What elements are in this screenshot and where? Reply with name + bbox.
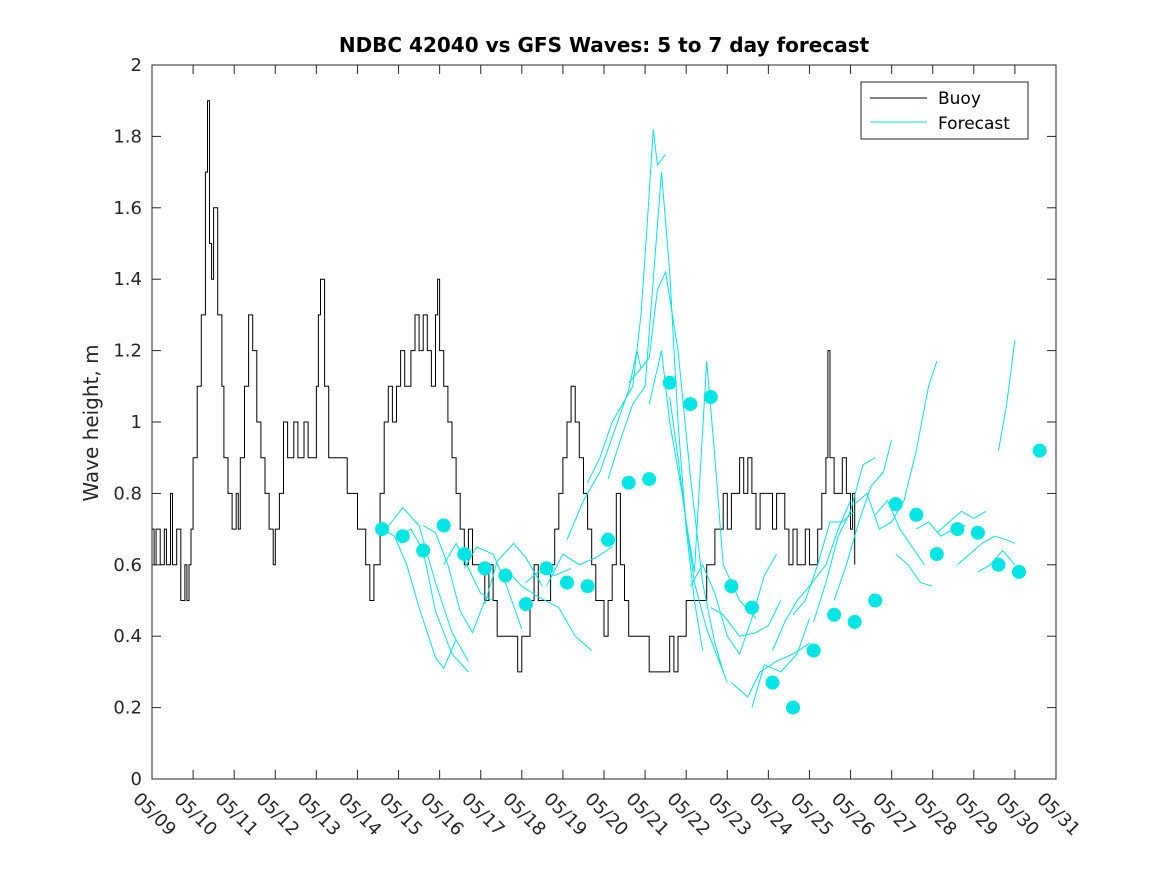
chart-title: NDBC 42040 vs GFS Waves: 5 to 7 day fore…	[339, 33, 870, 57]
forecast-run-line-11	[587, 129, 666, 483]
forecast-marker-20	[786, 700, 800, 715]
forecast-run-line-26	[895, 553, 933, 587]
forecast-marker-31	[1012, 564, 1026, 579]
forecast-marker-6	[498, 568, 513, 583]
y-tick-label-6: 1.2	[113, 341, 142, 362]
forecast-run-line-21	[792, 510, 856, 616]
y-tick-label-3: 0.6	[113, 555, 142, 576]
forecast-marker-2	[416, 543, 431, 558]
forecast-marker-16	[703, 390, 718, 404]
forecast-marker-29	[970, 525, 985, 540]
plot-area	[152, 100, 1047, 715]
forecast-run-line-2	[398, 528, 469, 673]
forecast-run-line-30	[977, 549, 1016, 573]
forecast-marker-17	[724, 579, 739, 594]
legend-label-forecast: Forecast	[938, 114, 1010, 134]
forecast-run-line-24	[854, 361, 938, 530]
forecast-run-line-22	[813, 457, 876, 623]
forecast-marker-27	[929, 547, 944, 562]
y-tick-label-7: 1.4	[113, 269, 142, 290]
y-tick-label-2: 0.4	[113, 626, 142, 647]
forecast-marker-18	[744, 600, 759, 615]
forecast-run-line-20	[772, 500, 851, 651]
forecast-run-line-16	[689, 553, 778, 656]
forecast-run-line-13	[628, 270, 724, 673]
forecast-run-line-9	[546, 546, 613, 587]
y-axis-label: Wave height, m	[79, 344, 103, 501]
forecast-marker-28	[950, 522, 965, 537]
forecast-marker-25	[888, 497, 903, 512]
forecast-marker-9	[560, 575, 574, 590]
y-tick-label-10: 2	[131, 55, 142, 76]
forecast-marker-1	[395, 529, 410, 544]
y-tick-label-5: 1	[131, 412, 142, 433]
forecast-marker-7	[518, 597, 533, 612]
forecast-marker-21	[806, 643, 821, 658]
forecast-run-line-14	[648, 350, 728, 683]
forecast-run-line-12	[607, 172, 704, 651]
forecast-run-line-29	[957, 535, 1016, 566]
forecast-marker-4	[457, 547, 472, 562]
y-tick-label-4: 0.8	[113, 483, 142, 504]
legend: Buoy Forecast	[860, 81, 1029, 140]
forecast-marker-32	[1032, 443, 1047, 458]
forecast-marker-11	[601, 532, 616, 547]
forecast-run-line-17	[710, 600, 782, 637]
legend-box	[860, 81, 1029, 140]
forecast-marker-15	[683, 397, 698, 412]
forecast-marker-8	[539, 561, 554, 576]
forecast-marker-30	[991, 557, 1006, 572]
forecast-marker-3	[436, 518, 451, 533]
y-tick-label-0: 0	[131, 769, 142, 790]
forecast-run-line-19	[751, 618, 810, 708]
forecast-marker-26	[909, 507, 924, 522]
forecast-run-line-28	[936, 510, 987, 534]
forecast-marker-22	[827, 607, 842, 622]
forecast-run-line-31	[998, 339, 1016, 451]
forecast-marker-19	[765, 675, 780, 690]
forecast-run-line-23	[833, 439, 893, 601]
forecast-marker-12	[621, 475, 636, 490]
forecast-run-line-0	[381, 528, 457, 670]
forecast-marker-13	[642, 472, 657, 487]
y-tick-label-1: 0.2	[113, 698, 142, 719]
forecast-run-line-7	[505, 568, 593, 651]
forecast-run-line-3	[422, 525, 486, 634]
forecast-marker-24	[868, 593, 883, 608]
forecast-marker-0	[375, 522, 390, 537]
forecast-marker-14	[662, 375, 677, 390]
forecast-marker-10	[580, 579, 595, 594]
buoy-series-line	[152, 100, 856, 673]
y-tick-label-9: 1.8	[113, 126, 142, 147]
forecast-run-line-6	[484, 542, 543, 605]
forecast-run-line-4	[443, 542, 494, 601]
forecast-run-line-25	[874, 499, 925, 566]
forecast-marker-23	[847, 614, 862, 629]
forecast-run-line-5	[463, 546, 523, 630]
forecast-marker-5	[477, 561, 492, 576]
legend-label-buoy: Buoy	[938, 89, 981, 109]
y-tick-label-8: 1.6	[113, 198, 142, 219]
